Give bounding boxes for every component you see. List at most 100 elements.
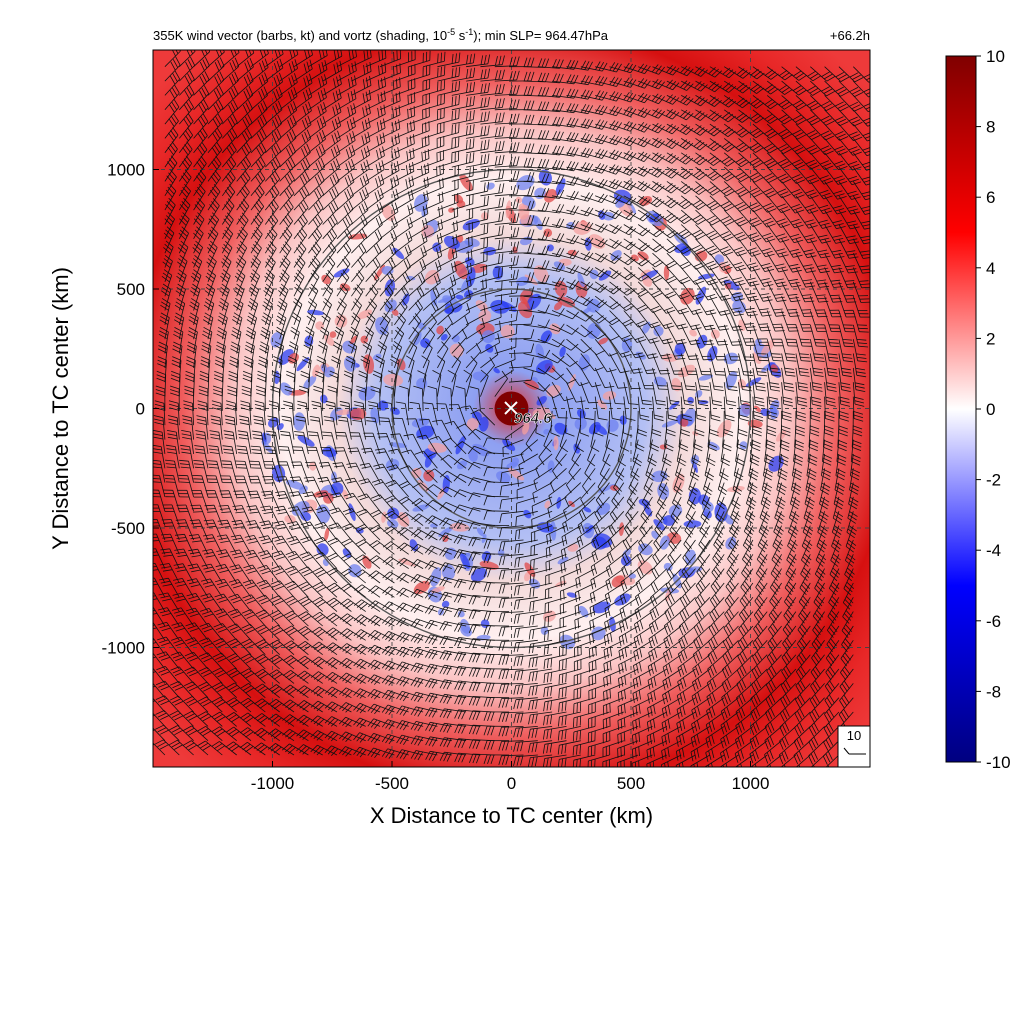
barb-feather [160, 580, 171, 584]
barb-feather [153, 700, 156, 703]
barb-feather [158, 668, 168, 673]
barb-feather [171, 359, 181, 365]
vorticity-blob [466, 418, 479, 431]
vorticity-blob [455, 294, 464, 300]
barb-staff [153, 742, 166, 756]
barb-feather [279, 449, 290, 451]
barb-feather [159, 639, 169, 644]
barb-feather [158, 654, 169, 658]
wind-barb [164, 56, 181, 82]
barb-staff [165, 636, 180, 655]
vorticity-blob [653, 519, 666, 531]
barb-feather [153, 459, 161, 462]
barb-feather [153, 433, 163, 436]
barb-staff [163, 403, 166, 426]
wind-barb [164, 197, 176, 225]
barb-feather [376, 433, 387, 435]
vorticity-blob [381, 204, 396, 221]
barb-feather [237, 467, 247, 469]
barb-feather [166, 466, 177, 469]
vorticity-blob [609, 616, 616, 632]
barb-feather [174, 70, 181, 80]
vorticity-blob [707, 345, 718, 362]
vorticity-blob [689, 329, 697, 337]
barb-feather [141, 725, 150, 729]
barb-feather [235, 496, 246, 499]
vorticity-blob [398, 558, 416, 567]
barb-feather [166, 201, 174, 209]
barb-staff [178, 360, 182, 383]
vorticity-blob [553, 301, 563, 311]
barb-feather [160, 548, 170, 551]
barb-feather [153, 671, 156, 673]
barb-feather [158, 683, 168, 688]
barb-staff [153, 727, 166, 741]
vorticity-blob [520, 294, 530, 309]
wind-barb [164, 183, 177, 211]
barb-feather [153, 451, 163, 454]
barb-feather [161, 287, 171, 294]
barb-feather [170, 377, 180, 382]
wind-barb [164, 127, 179, 154]
vorticity-blob [761, 339, 775, 356]
vorticity-blob [464, 257, 475, 267]
vorticity-blob [671, 377, 682, 392]
wind-barb [153, 474, 166, 497]
barb-feather [458, 123, 460, 133]
barb-feather [153, 540, 160, 542]
wind-barb [153, 667, 166, 684]
vorticity-blob [324, 334, 335, 346]
wind-barb [155, 710, 180, 727]
barb-feather [175, 56, 181, 66]
barb-feather [171, 50, 176, 57]
vorticity-blob [692, 431, 699, 436]
vorticity-blob [349, 335, 358, 344]
barb-feather [171, 370, 181, 375]
vorticity-blob [456, 200, 466, 208]
vorticity-blob [412, 504, 430, 512]
wind-barb [164, 84, 180, 111]
barb-feather [234, 493, 245, 495]
vorticity-blob [460, 279, 469, 293]
vorticity-blob [280, 382, 293, 396]
vorticity-blob [430, 567, 442, 587]
barb-staff [153, 697, 166, 713]
barb-feather [159, 330, 168, 336]
barb-feather [161, 551, 172, 554]
barb-feather [167, 186, 175, 195]
barb-feather [278, 446, 289, 448]
barb-feather [166, 226, 175, 234]
vorticity-blob [522, 421, 530, 435]
wind-barb [153, 697, 166, 713]
vorticity-blob [536, 396, 547, 406]
barb-feather [167, 212, 175, 220]
barb-feather [141, 740, 150, 744]
barb-feather [157, 636, 167, 641]
barb-feather [171, 87, 178, 96]
barb-feather [163, 232, 172, 240]
wind-barb [164, 212, 175, 239]
barb-staff [153, 607, 166, 627]
vorticity-blob [303, 375, 317, 389]
barb-feather [156, 666, 166, 671]
vorticity-blob [520, 214, 533, 226]
barb-feather [161, 642, 171, 646]
vorticity-blob [413, 331, 422, 346]
barb-staff [153, 652, 166, 670]
barb-feather [156, 370, 166, 375]
barb-feather [165, 478, 175, 480]
barb-feather [153, 448, 162, 451]
barb-feather [451, 124, 453, 135]
barb-feather [160, 304, 169, 311]
range-circle [271, 168, 752, 649]
barb-feather [153, 580, 157, 583]
barb-feather [153, 653, 154, 655]
barb-feather [170, 115, 177, 125]
vorticity-blob [701, 501, 714, 513]
vorticity-blob [698, 374, 713, 381]
vorticity-blob [543, 228, 553, 238]
barb-feather [167, 146, 174, 156]
barb-feather [170, 392, 180, 397]
barb-feather [157, 359, 167, 365]
barb-feather [221, 460, 231, 462]
